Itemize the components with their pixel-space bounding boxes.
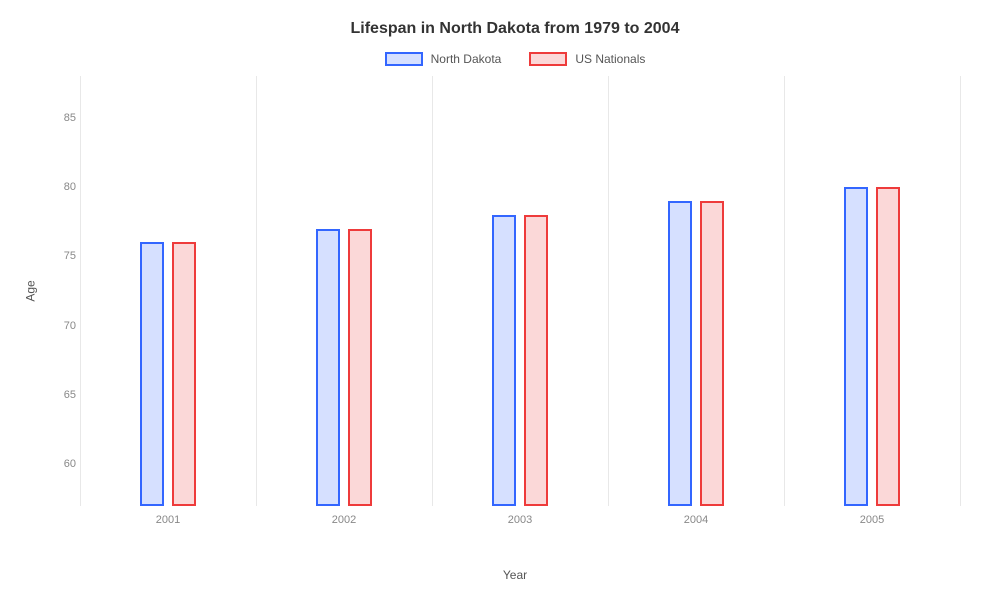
legend-item: North Dakota [385,52,502,66]
chart-title: Lifespan in North Dakota from 1979 to 20… [70,20,960,38]
bar [876,187,901,506]
bars-layer [80,76,960,506]
legend: North Dakota US Nationals [70,52,960,66]
legend-label: North Dakota [431,52,502,66]
bar [140,242,165,506]
bar [668,201,693,506]
bar [700,201,725,506]
x-tick-label: 2002 [332,514,356,526]
legend-label: US Nationals [575,52,645,66]
y-tick-label: 75 [36,250,76,262]
bar [524,215,549,506]
bar [172,242,197,506]
bar [316,229,341,506]
y-tick-label: 70 [36,320,76,332]
bar [492,215,517,506]
bar [844,187,869,506]
plot-area: Age 606570758085 [80,76,960,506]
y-tick-label: 80 [36,181,76,193]
y-tick-label: 85 [36,112,76,124]
y-tick-label: 60 [36,458,76,470]
legend-swatch [385,52,423,66]
x-axis: 2001 2002 2003 2004 2005 [80,506,960,536]
bar [348,229,373,506]
legend-item: US Nationals [529,52,645,66]
y-tick-label: 65 [36,389,76,401]
y-axis: 60 65 70 75 80 85 [36,76,76,506]
grid-line [960,76,961,506]
legend-swatch [529,52,567,66]
x-axis-label: Year [70,568,960,582]
x-tick-label: 2001 [156,514,180,526]
x-tick-label: 2005 [860,514,884,526]
x-tick-label: 2004 [684,514,708,526]
chart-container: Lifespan in North Dakota from 1979 to 20… [0,0,1000,600]
x-tick-label: 2003 [508,514,532,526]
